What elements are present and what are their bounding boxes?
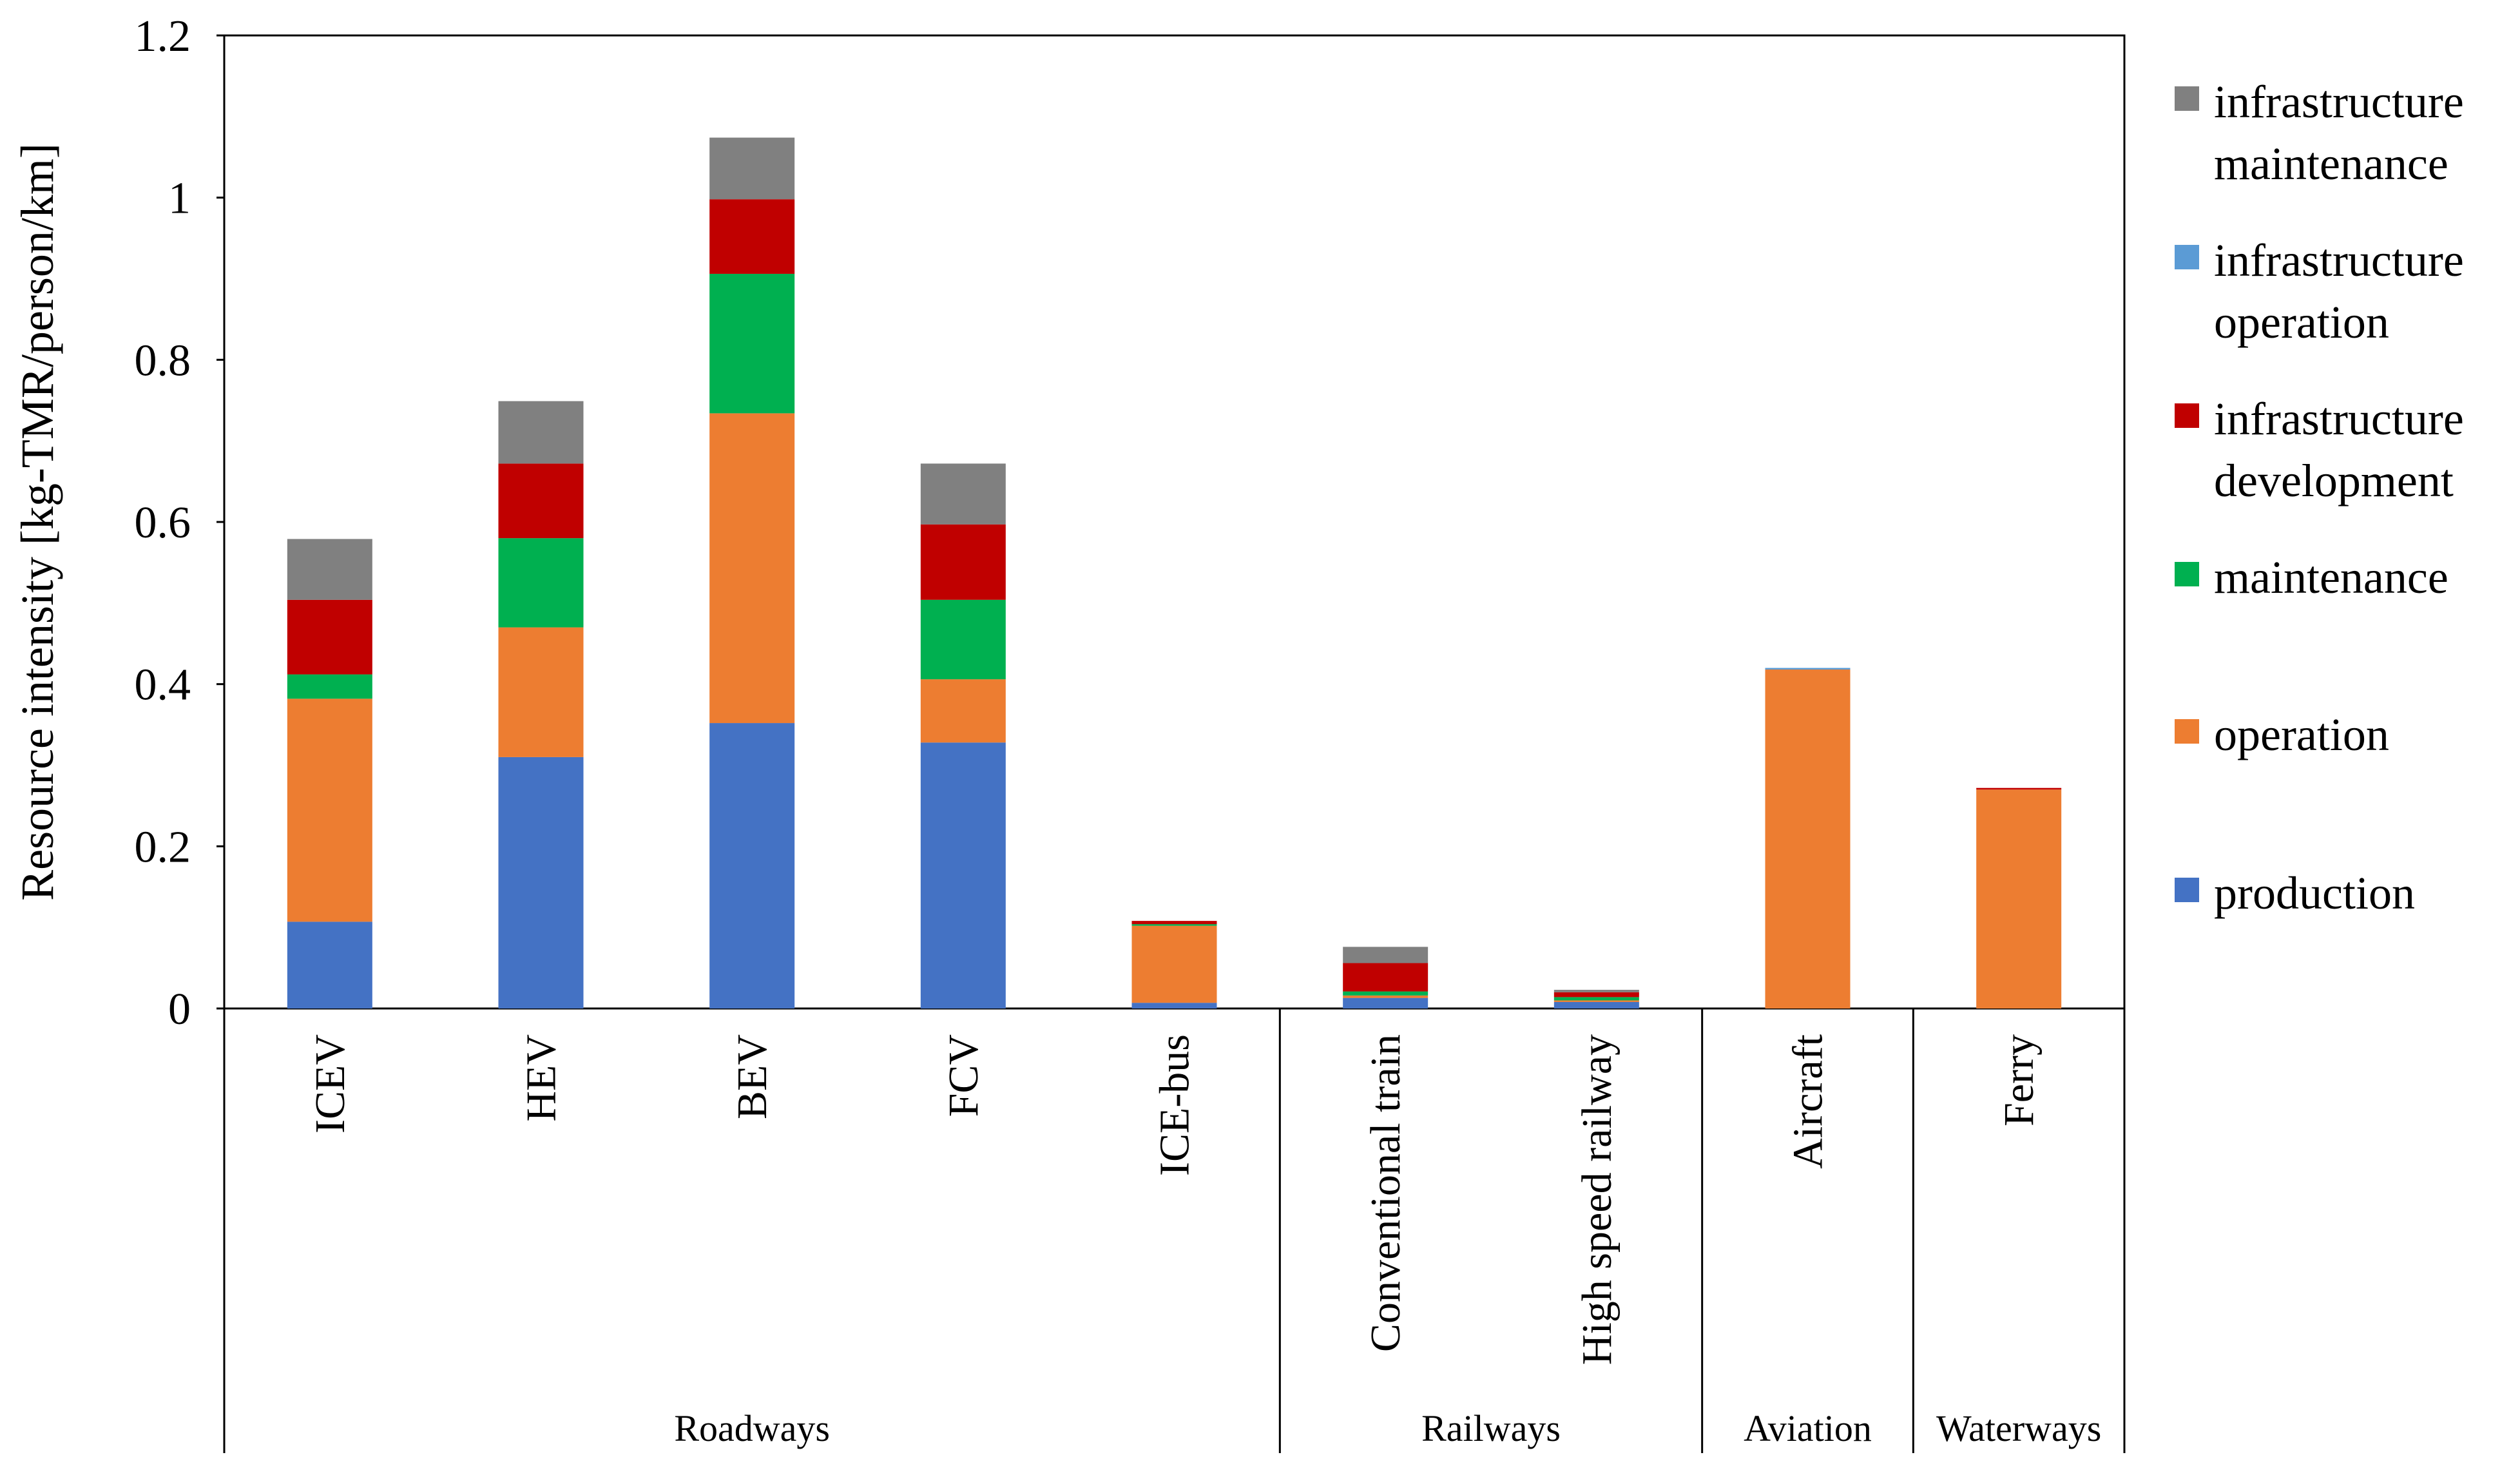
x-tick-label-hev: HEV — [518, 1034, 565, 1122]
bar-high-speed-railway-operation — [1553, 1000, 1639, 1002]
bar-hev-production — [498, 757, 584, 1008]
bar-hev-operation — [498, 627, 584, 757]
bar-icev-infrastructure-maintenance — [287, 539, 372, 600]
legend-label: production — [2214, 867, 2415, 919]
legend-label: infrastructure — [2214, 393, 2464, 445]
legend-swatch-production — [2175, 878, 2199, 902]
y-tick-label: 1.2 — [135, 12, 191, 61]
group-label-aviation: Aviation — [1744, 1407, 1872, 1449]
bar-ferry-operation — [1976, 789, 2062, 1008]
bar-bev-maintenance — [709, 273, 795, 414]
bar-ice-bus-operation — [1131, 925, 1217, 1003]
bar-conventional-train-operation — [1343, 995, 1428, 998]
y-tick-label: 0.8 — [135, 336, 191, 385]
bar-hev-infrastructure-maintenance — [498, 401, 584, 464]
x-tick-label-ice-bus: ICE-bus — [1151, 1034, 1198, 1176]
group-label-roadways: Roadways — [674, 1407, 830, 1449]
legend-item-infrastructure-maintenance: infrastructure maintenance — [2175, 76, 2464, 189]
bar-hev-maintenance — [498, 538, 584, 628]
group-label-waterways: Waterways — [1936, 1407, 2101, 1449]
x-axis-labels: ICEV HEV BEV FCV ICE-bus Conventional train Hi… — [307, 1034, 2043, 1365]
x-tick-label-icev: ICEV — [307, 1034, 354, 1133]
bar-fcv-operation — [920, 679, 1006, 743]
legend-item-infrastructure-development: infrastructure development — [2175, 393, 2464, 506]
y-tick-label: 0.6 — [135, 498, 191, 548]
bar-icev-operation — [287, 699, 372, 922]
legend-label: maintenance — [2214, 552, 2448, 603]
bar-conventional-train-infrastructure-development — [1343, 963, 1428, 992]
legend-item-infrastructure-operation: infrastructure operation — [2175, 235, 2464, 348]
bar-fcv-maintenance — [920, 599, 1006, 680]
bars — [287, 137, 2062, 1008]
legend-label: infrastructure — [2214, 76, 2464, 128]
x-tick-label-aircraft: Aircraft — [1785, 1034, 1832, 1169]
x-tick-label-conventional-train: Conventional train — [1362, 1034, 1409, 1352]
legend-label: operation — [2214, 296, 2389, 348]
bar-ice-bus-infrastructure-development — [1131, 921, 1217, 925]
bar-icev-maintenance — [287, 674, 372, 699]
bar-high-speed-railway-infrastructure-development — [1553, 992, 1639, 998]
bar-bev-operation — [709, 413, 795, 724]
bar-ice-bus-maintenance — [1131, 924, 1217, 926]
bar-aircraft-infrastructure-operation — [1765, 668, 1851, 670]
bar-fcv-production — [920, 742, 1006, 1008]
y-axis-ticks: 0 0.2 0.4 0.6 0.8 1 1.2 — [135, 12, 224, 1034]
legend-label: infrastructure — [2214, 235, 2464, 286]
legend-swatch-infrastructure-maintenance — [2175, 86, 2199, 111]
y-axis-label: Resource intensity [kg-TMR/person/km] — [12, 143, 63, 901]
bar-high-speed-railway-production — [1553, 1001, 1639, 1008]
legend-label: maintenance — [2214, 138, 2448, 189]
y-tick-label: 0.4 — [135, 661, 191, 710]
bar-ice-bus-production — [1131, 1003, 1217, 1008]
bar-fcv-infrastructure-maintenance — [920, 463, 1006, 525]
legend-swatch-infrastructure-operation — [2175, 245, 2199, 269]
legend-label: operation — [2214, 709, 2389, 760]
bar-conventional-train-infrastructure-maintenance — [1343, 947, 1428, 963]
y-tick-label: 0.2 — [135, 822, 191, 872]
x-tick-label-high-speed-railway: High speed railway — [1573, 1034, 1621, 1365]
legend-item-operation: operation — [2175, 709, 2389, 760]
bar-fcv-infrastructure-development — [920, 524, 1006, 600]
legend-label: development — [2214, 455, 2454, 506]
bar-icev-production — [287, 921, 372, 1008]
y-tick-label: 1 — [168, 174, 191, 224]
bar-bev-infrastructure-maintenance — [709, 137, 795, 200]
x-tick-label-fcv: FCV — [940, 1034, 987, 1117]
legend-swatch-infrastructure-development — [2175, 403, 2199, 428]
group-label-railways: Railways — [1421, 1407, 1561, 1449]
category-groups: Roadways Railways Aviation Waterways — [674, 1008, 2101, 1453]
legend-item-maintenance: maintenance — [2175, 552, 2448, 603]
bar-bev-production — [709, 723, 795, 1008]
bar-conventional-train-production — [1343, 998, 1428, 1008]
bar-aircraft-operation — [1765, 670, 1851, 1008]
x-tick-label-bev: BEV — [729, 1034, 776, 1119]
y-tick-label: 0 — [168, 985, 191, 1034]
x-tick-label-ferry: Ferry — [1996, 1034, 2043, 1126]
bar-bev-infrastructure-development — [709, 199, 795, 274]
legend-swatch-operation — [2175, 719, 2199, 744]
bar-high-speed-railway-infrastructure-maintenance — [1553, 990, 1639, 992]
legend-item-production: production — [2175, 867, 2415, 919]
legend-swatch-maintenance — [2175, 562, 2199, 586]
bar-icev-infrastructure-development — [287, 599, 372, 675]
legend: infrastructure maintenance infrastructure o… — [2175, 76, 2464, 919]
bar-hev-infrastructure-development — [498, 463, 584, 539]
bar-conventional-train-maintenance — [1343, 991, 1428, 996]
bar-high-speed-railway-maintenance — [1553, 997, 1639, 1001]
bar-ferry-infrastructure-development — [1976, 787, 2062, 790]
